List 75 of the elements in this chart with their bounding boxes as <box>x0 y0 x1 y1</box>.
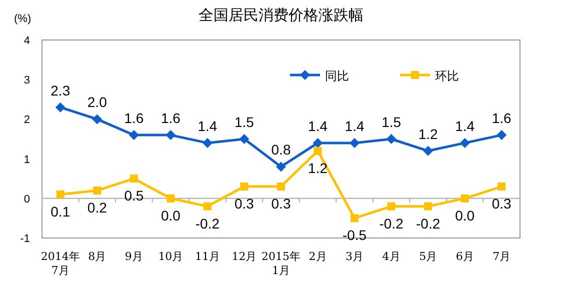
y-tick-label: 2 <box>24 114 30 126</box>
x-tick-label: 11月 <box>194 250 220 263</box>
data-label: 1.6 <box>492 110 512 126</box>
point <box>498 182 506 191</box>
data-label: 0.0 <box>455 207 475 224</box>
x-tick-label: 6月 <box>456 250 474 263</box>
data-label: -0.2 <box>379 215 404 232</box>
x-tick-label: 3月 <box>346 250 364 263</box>
x-tick-label: 2015年 1月 <box>262 250 300 277</box>
point <box>423 146 434 156</box>
x-tick-label: 4月 <box>382 250 400 263</box>
point <box>93 186 102 194</box>
point <box>496 130 507 140</box>
y-tick-label: 1 <box>24 154 30 166</box>
x-tick-label: 12月 <box>232 250 257 263</box>
point <box>350 138 360 148</box>
data-label: 2.0 <box>87 94 108 110</box>
point <box>460 194 469 202</box>
y-tick-label: 3 <box>24 74 30 87</box>
data-label: 0.1 <box>50 203 70 220</box>
data-label: 0.5 <box>124 188 144 204</box>
data-label: 2.3 <box>50 82 70 98</box>
data-label: 1.6 <box>124 110 144 126</box>
point <box>314 146 322 155</box>
point <box>202 138 212 148</box>
x-tick-label: 8月 <box>88 250 106 263</box>
y-tick-label: -1 <box>20 233 30 245</box>
y-tick-label: 4 <box>24 35 30 47</box>
data-label: 0.3 <box>234 196 254 212</box>
point <box>166 130 176 140</box>
point <box>276 162 286 172</box>
data-label: 1.4 <box>198 118 218 134</box>
data-label: 1.5 <box>382 114 402 130</box>
point <box>55 102 66 112</box>
point <box>203 202 212 210</box>
point <box>312 138 323 148</box>
point <box>387 202 396 210</box>
data-label: 1.4 <box>344 118 364 134</box>
legend-label: 同比 <box>325 69 349 83</box>
data-label: 0.3 <box>492 196 512 212</box>
x-tick-label: 2月 <box>308 250 327 263</box>
chart-title: 全国居民消费价格涨跌幅 <box>198 7 364 24</box>
data-label: -0.5 <box>342 227 367 244</box>
point <box>424 202 432 210</box>
data-label: 1.4 <box>455 118 475 134</box>
point <box>56 190 64 198</box>
point <box>460 138 470 148</box>
x-tick-label: 10月 <box>158 250 184 263</box>
data-label: 1.4 <box>308 118 328 134</box>
data-label: 1.5 <box>234 114 254 130</box>
x-tick-label: 9月 <box>124 250 143 263</box>
point <box>166 194 175 202</box>
x-tick-label: 5月 <box>419 250 438 263</box>
point <box>350 214 359 222</box>
x-tick-label: 2014年 7月 <box>40 250 80 277</box>
x-tick-label: 7月 <box>492 250 511 263</box>
point <box>240 182 248 191</box>
point <box>128 130 139 140</box>
y-axis-title: (%) <box>14 13 32 25</box>
point <box>386 134 396 144</box>
point <box>92 114 102 124</box>
point <box>239 134 250 144</box>
data-label: 0.3 <box>271 196 291 212</box>
data-label: 1.2 <box>308 160 328 176</box>
legend-label: 环比 <box>435 69 459 83</box>
data-label: 1.6 <box>160 110 181 126</box>
point <box>130 174 138 183</box>
data-label: -0.2 <box>195 215 220 232</box>
data-label: -0.2 <box>416 215 440 232</box>
point <box>277 182 285 191</box>
data-label: 0.2 <box>87 199 108 216</box>
data-label: 1.2 <box>418 126 438 142</box>
data-label: 0.8 <box>271 142 291 158</box>
data-label: 0.0 <box>160 207 181 224</box>
y-tick-label: 0 <box>24 193 30 206</box>
